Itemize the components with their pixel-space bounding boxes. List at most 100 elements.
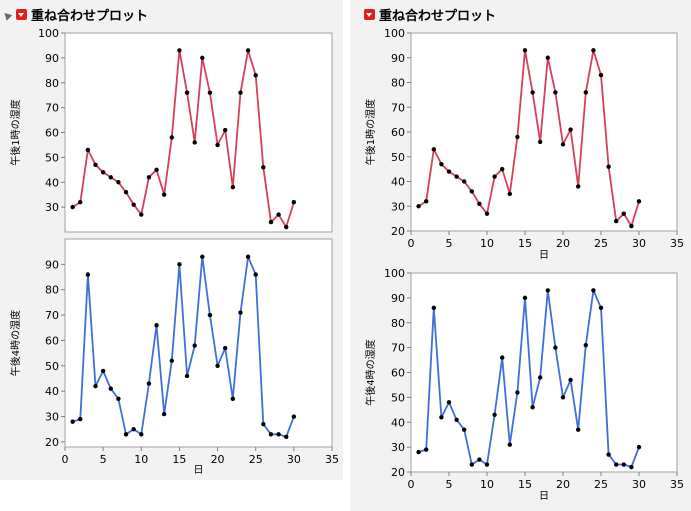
x-tick-label: 5 xyxy=(446,237,453,250)
data-point xyxy=(93,383,98,389)
data-point xyxy=(462,179,467,184)
data-point xyxy=(261,165,266,170)
series-line xyxy=(418,289,640,468)
y-tick-label: 80 xyxy=(45,77,59,90)
data-point xyxy=(78,199,83,205)
x-tick-label: 5 xyxy=(100,453,107,466)
data-point xyxy=(545,55,550,60)
data-point xyxy=(276,212,281,217)
y-tick-label: 60 xyxy=(391,367,405,380)
data-point xyxy=(161,411,167,417)
data-point xyxy=(207,312,213,318)
data-point xyxy=(276,432,281,437)
data-point xyxy=(268,219,274,225)
x-tick-label: 25 xyxy=(249,453,263,466)
y-tick-label: 70 xyxy=(391,342,405,355)
data-point xyxy=(606,452,611,457)
data-point xyxy=(500,166,505,172)
y-tick-label: 20 xyxy=(45,436,59,449)
y-tick-label: 30 xyxy=(391,441,405,454)
data-point xyxy=(568,377,573,383)
data-point xyxy=(291,199,297,205)
data-point xyxy=(477,201,482,206)
data-point xyxy=(253,73,258,78)
y-tick-label: 90 xyxy=(391,292,405,305)
data-point xyxy=(268,432,274,437)
data-point xyxy=(484,211,490,216)
data-point xyxy=(538,139,543,145)
data-point xyxy=(169,135,174,140)
x-tick-label: 15 xyxy=(518,237,532,250)
data-point xyxy=(100,170,106,175)
data-point xyxy=(598,305,604,311)
y-tick-label: 80 xyxy=(45,284,59,297)
data-point xyxy=(583,342,588,348)
series-line xyxy=(72,255,295,438)
data-point xyxy=(636,444,642,450)
data-point xyxy=(522,48,528,53)
data-point xyxy=(169,358,174,363)
right-report-header: 重ね合わせプロット xyxy=(364,4,496,24)
data-point xyxy=(598,72,604,78)
data-point xyxy=(200,55,205,61)
data-point xyxy=(576,427,581,432)
data-point xyxy=(560,142,566,147)
x-tick-label: 25 xyxy=(594,478,608,491)
y-tick-label: 50 xyxy=(45,151,59,164)
data-point xyxy=(139,432,144,437)
x-tick-label: 0 xyxy=(408,478,415,491)
x-axis-title: 日 xyxy=(539,250,549,261)
data-point xyxy=(238,90,243,95)
y-tick-label: 40 xyxy=(391,416,405,429)
data-point xyxy=(70,204,75,210)
data-point xyxy=(446,400,452,405)
y-tick-label: 30 xyxy=(391,200,405,213)
data-point xyxy=(238,310,243,315)
data-point xyxy=(636,199,642,204)
y-tick-label: 90 xyxy=(45,52,59,65)
data-point xyxy=(70,419,75,424)
y-tick-label: 90 xyxy=(391,52,405,65)
y-tick-label: 100 xyxy=(38,27,59,40)
data-point xyxy=(477,457,482,462)
data-point xyxy=(629,223,634,229)
data-point xyxy=(184,90,190,95)
data-point xyxy=(462,427,467,432)
x-tick-label: 20 xyxy=(556,237,570,250)
plot-frame xyxy=(64,238,333,448)
data-point xyxy=(200,254,205,259)
data-point xyxy=(515,134,520,140)
data-point xyxy=(507,442,512,447)
data-point xyxy=(261,421,266,427)
data-point xyxy=(215,142,220,148)
data-point xyxy=(621,211,626,216)
data-point xyxy=(161,192,167,197)
y-axis-title: 午後4時の湿度 xyxy=(9,310,22,376)
data-point xyxy=(177,262,182,267)
data-point xyxy=(230,185,236,190)
data-point xyxy=(245,254,251,259)
data-point xyxy=(123,432,129,437)
plot-frame xyxy=(64,32,333,233)
data-point xyxy=(93,162,98,168)
data-point xyxy=(454,417,459,422)
red-triangle-menu-icon[interactable] xyxy=(16,8,27,20)
right-report-title: 重ね合わせプロット xyxy=(379,8,497,24)
plot-frame xyxy=(410,32,678,232)
y-tick-label: 20 xyxy=(391,225,405,238)
data-point xyxy=(139,212,144,217)
x-tick-label: 35 xyxy=(670,237,684,250)
data-point xyxy=(492,412,497,417)
data-point xyxy=(469,189,474,194)
data-point xyxy=(424,447,429,452)
data-point xyxy=(131,427,136,432)
y-tick-label: 20 xyxy=(391,466,405,479)
data-point xyxy=(530,90,535,95)
data-point xyxy=(500,355,505,360)
red-triangle-menu-icon[interactable] xyxy=(364,8,375,20)
x-axis-title: 日 xyxy=(539,491,549,502)
y-tick-label: 50 xyxy=(391,151,405,164)
y-tick-label: 90 xyxy=(45,258,59,271)
y-tick-label: 30 xyxy=(45,201,59,214)
data-point xyxy=(515,390,520,395)
